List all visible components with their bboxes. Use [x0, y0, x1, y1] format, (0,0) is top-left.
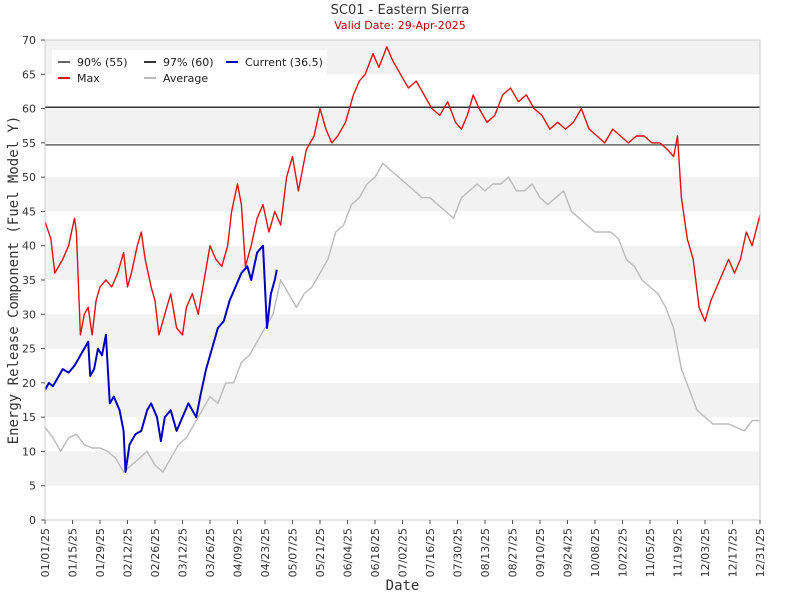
grid-bands: [45, 40, 760, 520]
x-tick-label: 06/18/25: [369, 528, 382, 577]
grid-band: [45, 211, 760, 246]
grid-band: [45, 417, 760, 452]
x-tick-label: 03/26/25: [204, 528, 217, 577]
grid-band: [45, 382, 760, 418]
grid-band: [45, 314, 760, 349]
grid-band: [45, 348, 760, 383]
y-tick-label: 0: [29, 514, 36, 527]
x-tick-label: 11/19/25: [672, 528, 685, 577]
x-tick-label: 07/16/25: [424, 528, 437, 577]
grid-band: [45, 142, 760, 178]
y-tick-label: 25: [22, 343, 36, 356]
x-tick-label: 09/24/25: [562, 528, 575, 577]
x-tick-label: 05/21/25: [314, 528, 327, 577]
grid-band: [45, 280, 760, 315]
y-tick-label: 30: [22, 308, 36, 321]
legend-label: Max: [77, 72, 100, 85]
x-tick-label: 02/26/25: [149, 528, 162, 577]
legend-background: [52, 50, 327, 88]
y-tick-label: 60: [22, 103, 36, 116]
grid-band: [45, 451, 760, 486]
x-tick-label: 04/09/25: [232, 528, 245, 577]
x-tick-label: 12/31/25: [754, 528, 767, 577]
y-tick-label: 40: [22, 240, 36, 253]
x-tick-label: 03/12/25: [177, 528, 190, 577]
legend-label: 90% (55): [77, 56, 128, 69]
x-tick-label: 12/17/25: [727, 528, 740, 577]
chart-legend: 90% (55) 97% (60) Current (36.5) Max Average: [52, 50, 327, 88]
x-tick-label: 06/04/25: [342, 528, 355, 577]
x-axis-ticks: 01/01/25 01/15/25 01/29/25 02/12/25 02/26/25…: [39, 520, 767, 577]
y-tick-label: 10: [22, 445, 36, 458]
chart-title: SC01 - Eastern Sierra: [330, 3, 470, 18]
series-line: [44, 162, 760, 473]
grid-band: [45, 108, 760, 143]
legend-label: Current (36.5): [245, 56, 323, 69]
grid-band: [45, 177, 760, 212]
x-tick-label: 01/29/25: [94, 528, 107, 577]
x-tick-label: 09/10/25: [534, 528, 547, 577]
y-tick-label: 15: [22, 411, 36, 424]
y-tick-label: 45: [22, 205, 36, 218]
y-axis-title: Energy Release Component (Fuel Model Y): [6, 116, 22, 445]
x-tick-label: 11/05/25: [644, 528, 657, 577]
y-tick-label: 70: [22, 34, 36, 47]
y-axis-ticks: 0 5 10 15 20 25 30 35 40 45 50 55 60 65 70: [22, 34, 45, 527]
x-tick-label: 05/07/25: [287, 528, 300, 577]
grid-band: [45, 485, 760, 520]
x-tick-label: 07/02/25: [397, 528, 410, 577]
y-tick-label: 20: [22, 377, 36, 390]
x-tick-label: 02/12/25: [122, 528, 135, 577]
series-line: [44, 244, 278, 473]
x-tick-label: 01/01/25: [39, 528, 52, 577]
x-tick-label: 01/15/25: [67, 528, 80, 577]
chart-subtitle: Valid Date: 29-Apr-2025: [334, 19, 466, 32]
grid-band: [45, 245, 760, 280]
x-tick-label: 08/13/25: [479, 528, 492, 577]
legend-label: Average: [163, 72, 208, 85]
x-tick-label: 12/03/25: [699, 528, 712, 577]
y-tick-label: 5: [29, 480, 36, 493]
x-tick-label: 08/27/25: [507, 528, 520, 577]
y-tick-label: 50: [22, 171, 36, 184]
x-axis-title: Date: [386, 578, 420, 594]
y-tick-label: 65: [22, 68, 36, 81]
x-tick-label: 10/08/25: [589, 528, 602, 577]
series-layer: [44, 46, 761, 473]
series-line: [44, 46, 761, 336]
y-tick-label: 35: [22, 274, 36, 287]
x-tick-label: 04/23/25: [259, 528, 272, 577]
x-tick-label: 10/22/25: [617, 528, 630, 577]
y-tick-label: 55: [22, 137, 36, 150]
x-tick-label: 07/30/25: [452, 528, 465, 577]
reference-lines: [45, 106, 760, 146]
legend-label: 97% (60): [163, 56, 214, 69]
